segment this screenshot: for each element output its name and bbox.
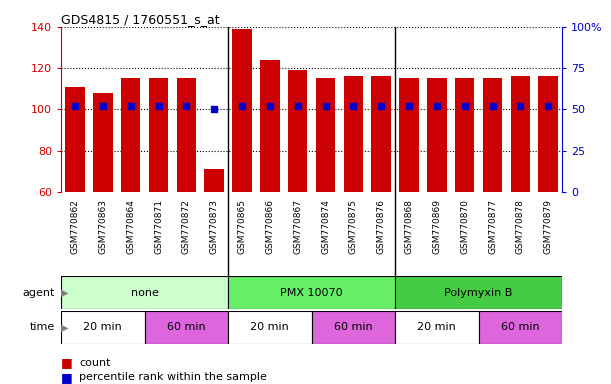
Bar	[511, 76, 530, 192]
Text: ▶: ▶	[60, 322, 68, 333]
Text: GSM770863: GSM770863	[98, 199, 108, 254]
Bar	[427, 78, 447, 192]
Bar	[395, 311, 478, 344]
Bar	[61, 276, 228, 309]
Text: GSM770873: GSM770873	[210, 199, 219, 254]
Text: 60 min: 60 min	[167, 322, 206, 333]
Text: GSM770869: GSM770869	[433, 199, 441, 254]
Bar	[483, 78, 502, 192]
Text: GSM770870: GSM770870	[460, 199, 469, 254]
Text: GSM770866: GSM770866	[265, 199, 274, 254]
Bar	[228, 311, 312, 344]
Text: GSM770876: GSM770876	[377, 199, 386, 254]
Text: GSM770865: GSM770865	[238, 199, 246, 254]
Text: PMX 10070: PMX 10070	[280, 288, 343, 298]
Bar	[371, 76, 391, 192]
Bar	[93, 93, 112, 192]
Text: GSM770864: GSM770864	[126, 199, 135, 254]
Bar	[149, 78, 168, 192]
Text: GSM770877: GSM770877	[488, 199, 497, 254]
Text: percentile rank within the sample: percentile rank within the sample	[79, 372, 267, 382]
Bar	[65, 87, 85, 192]
Text: GSM770867: GSM770867	[293, 199, 302, 254]
Text: GSM770875: GSM770875	[349, 199, 358, 254]
Bar	[478, 311, 562, 344]
Bar	[177, 78, 196, 192]
Text: 60 min: 60 min	[334, 322, 373, 333]
Bar	[232, 29, 252, 192]
Bar	[228, 276, 395, 309]
Text: ■: ■	[61, 371, 73, 384]
Text: 20 min: 20 min	[417, 322, 456, 333]
Bar	[260, 60, 280, 192]
Bar	[455, 78, 474, 192]
Text: 20 min: 20 min	[84, 322, 122, 333]
Bar	[145, 311, 228, 344]
Text: GSM770874: GSM770874	[321, 199, 330, 254]
Bar	[343, 76, 363, 192]
Bar	[538, 76, 558, 192]
Text: ▶: ▶	[60, 288, 68, 298]
Bar	[121, 78, 141, 192]
Text: GSM770871: GSM770871	[154, 199, 163, 254]
Bar	[312, 311, 395, 344]
Text: agent: agent	[23, 288, 55, 298]
Bar	[288, 70, 307, 192]
Text: 20 min: 20 min	[251, 322, 289, 333]
Text: 60 min: 60 min	[501, 322, 540, 333]
Text: time: time	[30, 322, 55, 333]
Text: none: none	[131, 288, 158, 298]
Text: GSM770868: GSM770868	[404, 199, 414, 254]
Text: Polymyxin B: Polymyxin B	[444, 288, 513, 298]
Text: GSM770879: GSM770879	[544, 199, 553, 254]
Bar	[395, 276, 562, 309]
Bar	[205, 169, 224, 192]
Bar	[316, 78, 335, 192]
Text: GSM770872: GSM770872	[182, 199, 191, 254]
Text: count: count	[79, 358, 111, 368]
Text: ■: ■	[61, 356, 73, 369]
Text: GDS4815 / 1760551_s_at: GDS4815 / 1760551_s_at	[61, 13, 220, 26]
Text: GSM770862: GSM770862	[70, 199, 79, 254]
Bar	[400, 78, 419, 192]
Bar	[61, 311, 145, 344]
Text: GSM770878: GSM770878	[516, 199, 525, 254]
